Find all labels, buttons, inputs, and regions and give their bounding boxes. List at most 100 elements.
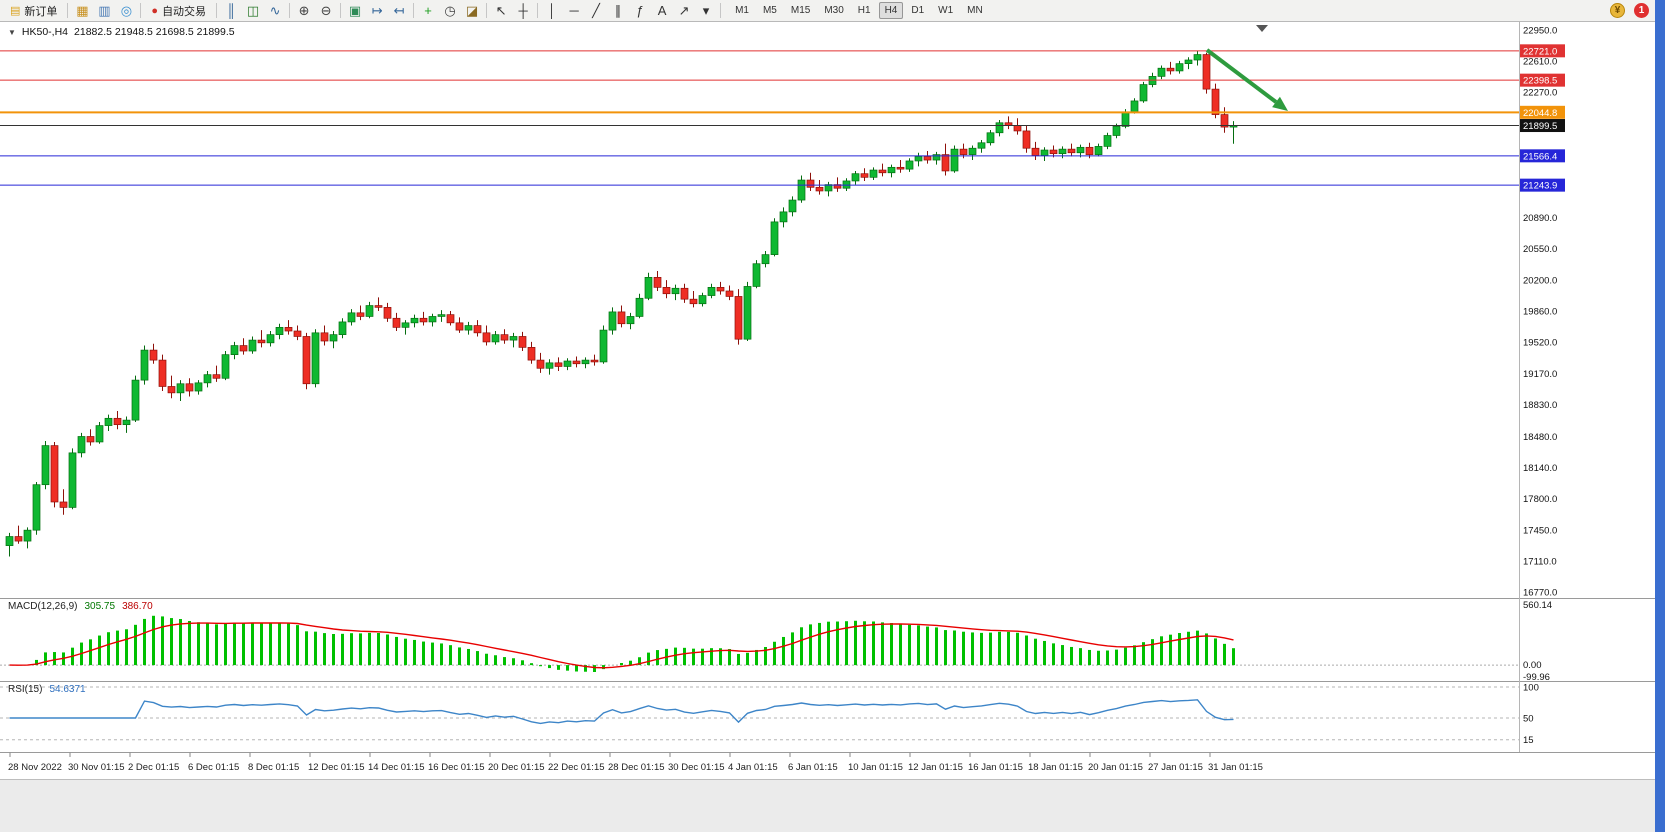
bar-chart-button[interactable]: ║ [220, 1, 242, 21]
periods-button[interactable]: ◷ [439, 1, 461, 21]
svg-text:18140.0: 18140.0 [1523, 463, 1557, 474]
timeframe-button-m5[interactable]: M5 [762, 5, 777, 16]
timeframe-button-w1[interactable]: W1 [938, 5, 954, 16]
auto-scroll-icon: ↦ [371, 2, 383, 18]
new-order-label: 新订单 [24, 5, 58, 18]
price-levels[interactable]: 22721.0 22398.5 22044.8 21899.5 21566.4 21243… [0, 44, 1565, 192]
templates-button[interactable]: ◪ [461, 1, 483, 21]
svg-text:2 Dec 01:15: 2 Dec 01:15 [128, 762, 179, 773]
indicators-add-button[interactable]: + [417, 1, 439, 21]
timeframe-button-m15[interactable]: M15 [790, 5, 811, 16]
crosshair-button[interactable]: ┼ [512, 1, 534, 21]
line-chart-icon: ∿ [269, 2, 281, 18]
svg-text:21899.5: 21899.5 [1523, 121, 1557, 132]
macd-name: MACD(12,26,9) [8, 601, 78, 612]
scrollbar[interactable] [1655, 0, 1665, 832]
rsi-name: RSI(15) [8, 684, 43, 695]
svg-text:22610.0: 22610.0 [1523, 56, 1557, 67]
trend-arrow-annotation[interactable] [1205, 48, 1288, 111]
svg-text:22721.0: 22721.0 [1523, 46, 1557, 57]
toolbar: ▤ 新订单 ▦ ▥ ◎ ● 自动交易 ║ ◫ ∿ ⊕ ⊖ ▣ ↦ ↤ + ◷ ◪ ↖ ┼ │ ─ ╱ ∥ ƒ A ↗ ▾ M1 M5 M1… [0, 0, 1665, 22]
candlestick-chart-button[interactable]: ◫ [242, 1, 264, 21]
equidistant-channel-button[interactable]: ∥ [607, 1, 629, 21]
arrows-tool-button[interactable]: ↗ [673, 1, 695, 21]
svg-text:18480.0: 18480.0 [1523, 432, 1557, 443]
svg-text:17110.0: 17110.0 [1523, 557, 1557, 568]
bottom-strip [0, 779, 1665, 832]
horizontal-line-icon: ─ [569, 3, 579, 18]
timeframe-button-mn[interactable]: MN [967, 5, 983, 16]
timeframe-button-h4[interactable]: H4 [878, 2, 904, 19]
svg-text:31 Jan 01:15: 31 Jan 01:15 [1208, 762, 1263, 773]
price-axis: 22950.0 22610.0 22270.0 20890.0 20550.0 20200… [1523, 26, 1557, 599]
account-coin-icon[interactable]: ¥ [1610, 3, 1625, 18]
vertical-line-icon: │ [548, 3, 557, 18]
data-window-icon: ▥ [98, 2, 111, 18]
svg-text:19520.0: 19520.0 [1523, 337, 1557, 348]
svg-text:19170.0: 19170.0 [1523, 369, 1557, 380]
svg-text:10 Jan 01:15: 10 Jan 01:15 [848, 762, 903, 773]
svg-text:22044.8: 22044.8 [1523, 108, 1557, 119]
chart-shift-marker [1256, 25, 1268, 32]
zoom-out-button[interactable]: ⊖ [315, 1, 337, 21]
new-order-button[interactable]: ▤ 新订单 [3, 1, 64, 21]
chart-shift-button[interactable]: ↤ [388, 1, 410, 21]
zoom-in-icon: ⊕ [298, 2, 310, 18]
arrows-tool-icon: ↗ [678, 2, 690, 18]
periods-icon: ◷ [444, 2, 456, 18]
toolbar-separator [67, 3, 69, 18]
svg-text:28 Nov 2022: 28 Nov 2022 [8, 762, 62, 773]
toolbar-separator [413, 3, 415, 18]
toolbar-buttons: ▤ 新订单 ▦ ▥ ◎ ● 自动交易 ║ ◫ ∿ ⊕ ⊖ ▣ ↦ ↤ + ◷ ◪ ↖ ┼ │ ─ ╱ ∥ ƒ A ↗ ▾ [3, 0, 724, 22]
shapes-dropdown-icon: ▾ [702, 2, 710, 18]
trendline-button[interactable]: ╱ [585, 1, 607, 21]
tile-windows-button[interactable]: ▣ [344, 1, 366, 21]
toolbar-separator [486, 3, 488, 18]
svg-text:6 Dec 01:15: 6 Dec 01:15 [188, 762, 239, 773]
svg-text:27 Jan 01:15: 27 Jan 01:15 [1148, 762, 1203, 773]
svg-text:560.14: 560.14 [1523, 600, 1552, 611]
svg-text:17450.0: 17450.0 [1523, 526, 1557, 537]
navigator-button[interactable]: ◎ [115, 1, 137, 21]
toolbar-separator [537, 3, 539, 18]
svg-text:14 Dec 01:15: 14 Dec 01:15 [368, 762, 425, 773]
time-axis: 28 Nov 2022 30 Nov 01:15 2 Dec 01:15 6 Dec … [8, 752, 1263, 773]
vertical-line-button[interactable]: │ [541, 1, 563, 21]
ohlc-values: 21882.5 21948.5 21698.5 21899.5 [74, 26, 235, 38]
svg-text:12 Jan 01:15: 12 Jan 01:15 [908, 762, 963, 773]
equidistant-channel-icon: ∥ [614, 2, 622, 18]
collapse-icon[interactable]: ▼ [8, 27, 16, 37]
cursor-button[interactable]: ↖ [490, 1, 512, 21]
line-chart-button[interactable]: ∿ [264, 1, 286, 21]
text-label-button[interactable]: A [651, 1, 673, 21]
fibonacci-icon: ƒ [636, 3, 644, 18]
toolbar-separator [720, 3, 722, 18]
zoom-in-button[interactable]: ⊕ [293, 1, 315, 21]
timeframe-button-d1[interactable]: D1 [911, 5, 925, 16]
notification-badge[interactable]: 1 [1634, 3, 1649, 18]
svg-text:20 Jan 01:15: 20 Jan 01:15 [1088, 762, 1143, 773]
timeframe-button-m30[interactable]: M30 [824, 5, 844, 16]
shapes-dropdown-button[interactable]: ▾ [695, 1, 717, 21]
chart-shift-icon: ↤ [393, 2, 405, 18]
market-watch-button[interactable]: ▦ [71, 1, 93, 21]
fibonacci-button[interactable]: ƒ [629, 1, 651, 21]
svg-text:16 Jan 01:15: 16 Jan 01:15 [968, 762, 1023, 773]
svg-text:100: 100 [1523, 683, 1539, 694]
svg-text:15: 15 [1523, 735, 1534, 746]
timeframe-button-m1[interactable]: M1 [735, 5, 749, 16]
horizontal-line-button[interactable]: ─ [563, 1, 585, 21]
toolbar-separator [289, 3, 291, 18]
auto-scroll-button[interactable]: ↦ [366, 1, 388, 21]
auto-trading-button[interactable]: ● 自动交易 [144, 1, 213, 21]
svg-text:28 Dec 01:15: 28 Dec 01:15 [608, 762, 665, 773]
timeframe-button-h1[interactable]: H1 [857, 5, 871, 16]
svg-text:22270.0: 22270.0 [1523, 87, 1557, 98]
data-window-button[interactable]: ▥ [93, 1, 115, 21]
svg-text:20550.0: 20550.0 [1523, 244, 1557, 255]
svg-text:21243.9: 21243.9 [1523, 181, 1557, 192]
candlesticks[interactable] [5, 50, 1238, 557]
svg-text:20200.0: 20200.0 [1523, 276, 1557, 287]
svg-text:17800.0: 17800.0 [1523, 494, 1557, 505]
